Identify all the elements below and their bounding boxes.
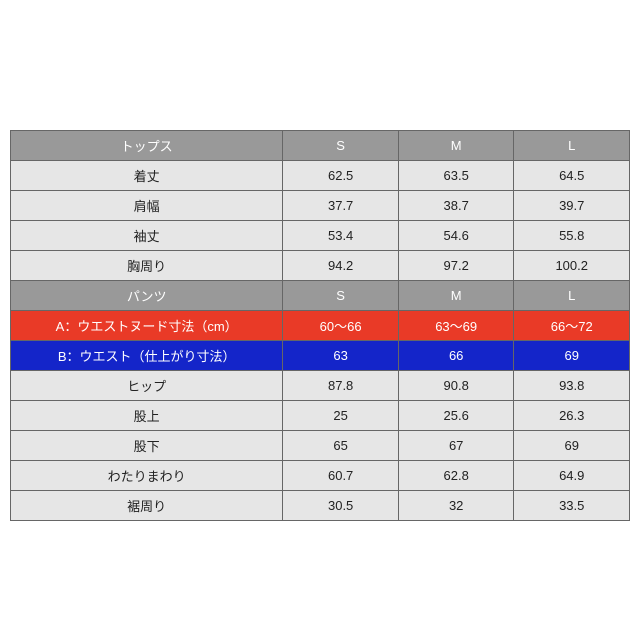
size-chart: トップス S M L 着丈 62.5 63.5 64.5 肩幅 37.7 38.… xyxy=(10,130,630,521)
row-val: 39.7 xyxy=(514,191,630,221)
row-val: 69 xyxy=(514,341,630,371)
row-val: 38.7 xyxy=(398,191,514,221)
pants-size-m: M xyxy=(398,281,514,311)
row-val: 55.8 xyxy=(514,221,630,251)
row-val: 25 xyxy=(283,401,399,431)
tops-size-l: L xyxy=(514,131,630,161)
row-val: 66 xyxy=(398,341,514,371)
row-val: 66〜72 xyxy=(514,311,630,341)
table-row: 股上 25 25.6 26.3 xyxy=(11,401,630,431)
row-val: 63 xyxy=(283,341,399,371)
row-val: 64.9 xyxy=(514,461,630,491)
row-val: 97.2 xyxy=(398,251,514,281)
pants-size-l: L xyxy=(514,281,630,311)
table-row: わたりまわり 60.7 62.8 64.9 xyxy=(11,461,630,491)
row-val: 32 xyxy=(398,491,514,521)
row-val: 30.5 xyxy=(283,491,399,521)
row-label: B：ウエスト（仕上がり寸法） xyxy=(11,341,283,371)
row-val: 87.8 xyxy=(283,371,399,401)
row-val: 90.8 xyxy=(398,371,514,401)
row-label: 着丈 xyxy=(11,161,283,191)
row-val: 67 xyxy=(398,431,514,461)
row-val: 94.2 xyxy=(283,251,399,281)
row-val: 33.5 xyxy=(514,491,630,521)
row-val: 25.6 xyxy=(398,401,514,431)
pants-header-label: パンツ xyxy=(11,281,283,311)
row-label: わたりまわり xyxy=(11,461,283,491)
row-val: 26.3 xyxy=(514,401,630,431)
row-val: 62.5 xyxy=(283,161,399,191)
table-row: ヒップ 87.8 90.8 93.8 xyxy=(11,371,630,401)
waist-finished-row: B：ウエスト（仕上がり寸法） 63 66 69 xyxy=(11,341,630,371)
table-row: 股下 65 67 69 xyxy=(11,431,630,461)
tops-header-label: トップス xyxy=(11,131,283,161)
row-label: 股下 xyxy=(11,431,283,461)
row-val: 64.5 xyxy=(514,161,630,191)
row-val: 63〜69 xyxy=(398,311,514,341)
row-label: 肩幅 xyxy=(11,191,283,221)
row-val: 65 xyxy=(283,431,399,461)
pants-header-row: パンツ S M L xyxy=(11,281,630,311)
row-val: 37.7 xyxy=(283,191,399,221)
pants-size-s: S xyxy=(283,281,399,311)
row-label: ヒップ xyxy=(11,371,283,401)
row-val: 93.8 xyxy=(514,371,630,401)
row-label: 胸周り xyxy=(11,251,283,281)
table-row: 袖丈 53.4 54.6 55.8 xyxy=(11,221,630,251)
tops-size-s: S xyxy=(283,131,399,161)
table-row: 肩幅 37.7 38.7 39.7 xyxy=(11,191,630,221)
row-label: 裾周り xyxy=(11,491,283,521)
row-label: 袖丈 xyxy=(11,221,283,251)
size-table: トップス S M L 着丈 62.5 63.5 64.5 肩幅 37.7 38.… xyxy=(10,130,630,521)
row-val: 53.4 xyxy=(283,221,399,251)
row-val: 60.7 xyxy=(283,461,399,491)
row-val: 60〜66 xyxy=(283,311,399,341)
row-label: 股上 xyxy=(11,401,283,431)
table-row: 胸周り 94.2 97.2 100.2 xyxy=(11,251,630,281)
tops-header-row: トップス S M L xyxy=(11,131,630,161)
row-val: 69 xyxy=(514,431,630,461)
waist-nude-row: A：ウエストヌード寸法（cm） 60〜66 63〜69 66〜72 xyxy=(11,311,630,341)
row-val: 54.6 xyxy=(398,221,514,251)
tops-size-m: M xyxy=(398,131,514,161)
row-label: A：ウエストヌード寸法（cm） xyxy=(11,311,283,341)
row-val: 100.2 xyxy=(514,251,630,281)
row-val: 62.8 xyxy=(398,461,514,491)
table-row: 着丈 62.5 63.5 64.5 xyxy=(11,161,630,191)
row-val: 63.5 xyxy=(398,161,514,191)
table-row: 裾周り 30.5 32 33.5 xyxy=(11,491,630,521)
